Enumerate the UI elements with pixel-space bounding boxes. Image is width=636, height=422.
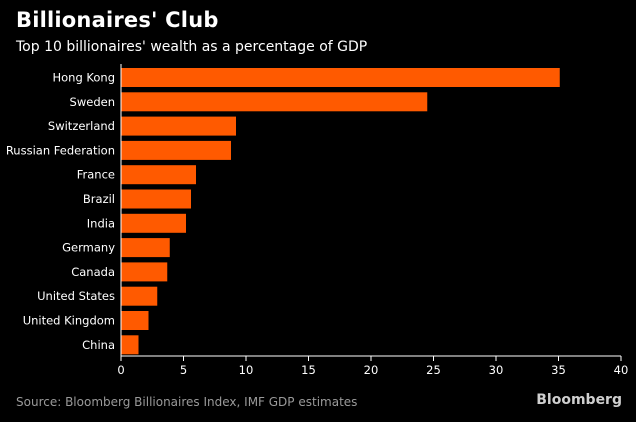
x-tick-label-5: 5 [180,363,187,377]
bar-brazil [121,189,191,209]
x-tick-label-40: 40 [614,363,629,377]
category-label-china: China [82,338,115,352]
chart-title: Billionaires' Club [16,8,219,32]
x-tick-label-15: 15 [301,363,316,377]
bar-united-kingdom [121,311,149,330]
bar-france [121,165,196,185]
category-label-brazil: Brazil [83,192,115,206]
x-tick-label-25: 25 [426,363,441,377]
bar-switzerland [121,116,236,136]
bar-sweden [121,92,428,112]
bar-hong-kong [121,68,560,87]
bloomberg-logo: Bloomberg [536,392,622,408]
bar-germany [121,238,170,258]
category-label-hong-kong: Hong Kong [52,71,115,85]
category-label-switzerland: Switzerland [48,119,115,133]
bar-united-states [121,286,158,306]
chart-subtitle: Top 10 billionaires' wealth as a percent… [16,39,368,55]
x-tick-label-35: 35 [551,363,566,377]
category-label-india: India [87,216,115,230]
category-label-canada: Canada [71,265,115,279]
x-tick-label-0: 0 [117,363,124,377]
x-tick-label-10: 10 [239,363,254,377]
x-tick-label-30: 30 [489,363,504,377]
category-label-united-kingdom: United Kingdom [23,314,115,328]
bar-canada [121,262,168,282]
category-label-russian-federation: Russian Federation [6,143,115,157]
source-note: Source: Bloomberg Billionaires Index, IM… [16,395,358,409]
category-label-sweden: Sweden [70,95,115,109]
x-tick-label-20: 20 [364,363,379,377]
bar-china [121,335,139,355]
category-label-france: France [77,168,115,182]
category-label-united-states: United States [37,289,115,303]
category-label-germany: Germany [62,241,115,255]
bar-india [121,213,186,233]
bar-russian-federation [121,140,231,160]
